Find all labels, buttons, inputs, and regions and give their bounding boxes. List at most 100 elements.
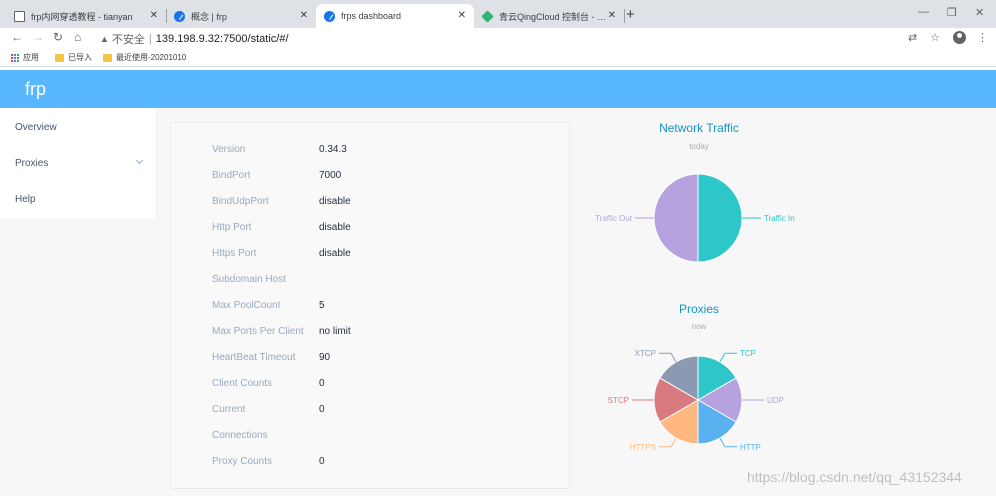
url-field[interactable]: ▲ 不安全 | 139.198.9.32:7500/static/#/ (100, 31, 289, 47)
tab-divider (624, 9, 625, 23)
window-close-icon[interactable]: ✕ (975, 7, 985, 19)
sidebar-item-label: Overview (15, 121, 57, 133)
pie-slice-https[interactable] (659, 399, 699, 445)
info-key: Max PoolCount (212, 300, 281, 311)
pie-slice-traffic-in[interactable] (697, 173, 743, 263)
close-icon[interactable]: ✕ (607, 10, 616, 21)
translate-icon[interactable]: ⇄ (908, 32, 918, 44)
pie-label: Traffic In (764, 214, 795, 223)
folder-icon (103, 53, 112, 62)
sidebar-item-label: Help (15, 193, 36, 205)
info-value: 5 (319, 300, 325, 311)
pie-slice-xtcp[interactable] (659, 355, 699, 401)
main-content: Version 0.34.3 BindPort 7000 BindUdpPort di… (157, 108, 996, 496)
pie-label-line (659, 437, 677, 448)
pie-label-line (719, 437, 737, 448)
info-key: BindUdpPort (212, 196, 269, 207)
info-value: disable (319, 248, 351, 259)
pie-slice-http[interactable] (697, 399, 737, 445)
tab-divider (166, 9, 167, 23)
close-icon[interactable]: ✕ (299, 10, 308, 21)
star-icon[interactable]: ☆ (930, 32, 940, 44)
tab-title: frp内网穿透教程 - tianyan (31, 11, 133, 22)
pie-label: XTCP (635, 349, 656, 358)
proxies-chart-subtitle: now (691, 322, 707, 331)
info-value: 0 (319, 404, 325, 415)
info-key: BindPort (212, 170, 251, 181)
info-value: 90 (319, 352, 331, 363)
qingcloud-icon (481, 9, 494, 23)
sidebar-item-help[interactable]: Help (0, 181, 157, 217)
browser-tab-bar: frp内网穿透教程 - tianyan ✕ 概念 | frp ✕ frps da… (0, 0, 996, 28)
restore-icon[interactable]: ❐ (947, 7, 957, 19)
pie-slice-stcp[interactable] (653, 377, 699, 423)
file-icon (14, 10, 25, 22)
chevron-down-icon (135, 156, 144, 165)
info-key: Client Counts (212, 378, 273, 389)
pie-label: TCP (740, 349, 756, 358)
info-key: Subdomain Host (212, 274, 286, 285)
bookmark-label: 应用 (23, 53, 39, 62)
info-key: Https Port (212, 248, 257, 259)
back-icon[interactable]: ← (11, 30, 23, 44)
sidebar-item-proxies[interactable]: Proxies (0, 145, 157, 181)
pie-label: UDP (767, 396, 784, 405)
browser-tab[interactable]: 概念 | frp ✕ (166, 4, 316, 28)
info-key: Connections (212, 430, 268, 441)
home-icon[interactable]: ⌂ (74, 30, 82, 44)
bookmark-label: 最近使用-20201010 (116, 53, 187, 62)
bookmark-folder[interactable]: 已导入 (55, 52, 92, 63)
more-menu-icon[interactable]: ⋮ (977, 32, 988, 44)
url-separator: | (148, 33, 152, 45)
traffic-chart-title: Network Traffic (659, 121, 739, 135)
profile-icon[interactable] (953, 31, 966, 44)
new-tab-icon[interactable]: + (626, 6, 635, 23)
pie-slice-udp[interactable] (697, 377, 743, 423)
bookmark-apps[interactable]: 应用 (11, 52, 39, 63)
info-value: 7000 (319, 170, 342, 181)
traffic-pie-chart: Traffic In Traffic Out (595, 173, 795, 263)
info-key: Proxy Counts (212, 456, 273, 467)
forward-icon[interactable]: → (32, 30, 44, 44)
info-value: disable (319, 222, 351, 233)
traffic-chart-subtitle: today (689, 142, 709, 151)
close-icon[interactable]: ✕ (149, 10, 158, 21)
bookmark-label: 已导入 (68, 53, 92, 62)
minimize-icon[interactable]: — (918, 6, 929, 18)
tab-title: 青云QingCloud 控制台 - 北京3 (499, 11, 613, 22)
brand-logo[interactable]: frp (25, 79, 47, 99)
pie-label-line (719, 352, 737, 363)
security-label: 不安全 (111, 34, 145, 46)
watermark: https://blog.csdn.net/qq_43152344 (747, 469, 962, 485)
tab-title: 概念 | frp (191, 11, 227, 22)
browser-tab[interactable]: 青云QingCloud 控制台 - 北京3 ✕ (474, 4, 624, 28)
frp-logo-icon (324, 10, 335, 22)
reload-icon[interactable]: ↻ (53, 30, 64, 44)
info-key: Http Port (212, 222, 252, 233)
sidebar-background (0, 218, 157, 496)
sidebar: Overview Proxies Help (0, 108, 157, 218)
app-header: frp (0, 70, 996, 108)
url-text: 139.198.9.32:7500/static/#/ (155, 33, 289, 45)
folder-icon (55, 53, 64, 62)
proxies-chart-title: Proxies (678, 302, 719, 316)
pie-slice-traffic-out[interactable] (653, 173, 699, 263)
sidebar-item-overview[interactable]: Overview (0, 109, 157, 145)
info-value: 0.34.3 (319, 144, 347, 155)
address-bar: ← → ↻ ⌂ ▲ 不安全 | 139.198.9.32:7500/static… (0, 28, 996, 49)
info-value: disable (319, 196, 351, 207)
info-key: Current (212, 404, 246, 415)
info-value: 0 (319, 456, 325, 467)
pie-label: HTTP (740, 443, 761, 452)
tab-title: frps dashboard (341, 11, 402, 21)
pie-label: HTTPS (630, 443, 656, 452)
info-value: 0 (319, 378, 325, 389)
browser-tab[interactable]: frp内网穿透教程 - tianyan ✕ (6, 4, 166, 28)
close-icon[interactable]: ✕ (457, 10, 466, 21)
bookmarks-bar: 应用 已导入 最近使用-20201010 (0, 49, 996, 67)
apps-icon (11, 53, 19, 62)
bookmark-folder[interactable]: 最近使用-20201010 (103, 52, 186, 63)
pie-slice-tcp[interactable] (697, 355, 737, 401)
pie-label: STCP (608, 396, 629, 405)
browser-tab-active[interactable]: frps dashboard ✕ (316, 4, 474, 28)
